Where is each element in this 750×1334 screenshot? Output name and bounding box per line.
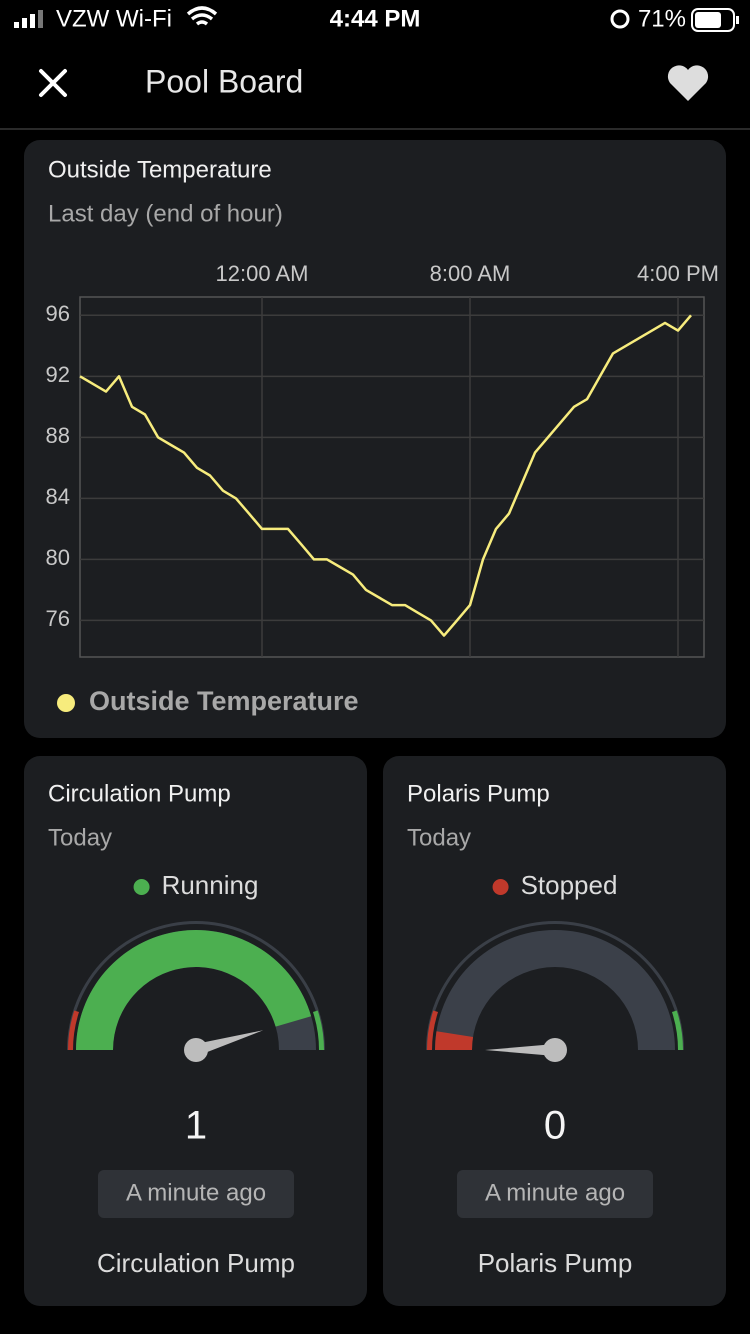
gauge-card: [24, 756, 367, 1306]
gauge-period: Today: [407, 824, 471, 851]
y-tick-label: 88: [46, 423, 70, 448]
battery-icon: [691, 8, 739, 32]
gauge-name: Polaris Pump: [478, 1248, 633, 1278]
gauge-needle: [485, 1044, 555, 1056]
card-title: Outside Temperature: [48, 156, 272, 183]
temperature-line: [79, 314, 692, 637]
gauge-title: Polaris Pump: [407, 780, 550, 807]
status-dot: [133, 879, 150, 895]
gauge-card: [383, 756, 726, 1306]
page-title: Pool Board: [145, 63, 303, 99]
x-tick-label: 8:00 AM: [430, 261, 511, 286]
gauge-title: Circulation Pump: [48, 780, 231, 807]
updated-badge: [457, 1170, 653, 1218]
gauge-severity-high: [312, 1010, 324, 1050]
clock: 4:44 PM: [330, 5, 421, 32]
y-tick-label: 92: [46, 362, 70, 387]
gauge-fill: [76, 930, 312, 1050]
gauges: Circulation Pump Today Running 1 A minute ag…: [48, 780, 684, 1278]
signal-icon: [14, 10, 43, 28]
close-button[interactable]: [39, 69, 67, 97]
gauge-value: 0: [544, 1104, 566, 1148]
alarm-icon: [610, 9, 630, 29]
gauge-fill: [435, 1031, 474, 1050]
wifi-icon: [186, 6, 218, 26]
y-tick-label: 84: [46, 484, 70, 509]
plot-frame: [79, 296, 705, 658]
card-subtitle: Last day (end of hour): [48, 200, 283, 227]
gauge-updated: A minute ago: [126, 1179, 266, 1206]
carrier: VZW Wi-Fi: [56, 5, 172, 32]
legend-label: Outside Temperature: [89, 686, 359, 716]
gauge-value: 1: [185, 1104, 207, 1148]
gauge-track: [435, 930, 675, 1050]
gauge-status: Running: [162, 870, 259, 900]
gauge-name: Circulation Pump: [97, 1248, 295, 1278]
legend-swatch: [57, 694, 75, 712]
chart: 76 80 84 88 92 96 12:00 AM 8:00 AM 4:00 PM Outsid…: [46, 261, 719, 716]
chart-card: [24, 140, 726, 738]
favorite-button[interactable]: [667, 65, 709, 101]
gauge-severity-low: [68, 1010, 80, 1050]
x-tick-label: 4:00 PM: [637, 261, 719, 286]
gauge-hub: [543, 1038, 567, 1062]
gauge-status: Stopped: [521, 870, 618, 900]
status-dot: [492, 879, 509, 895]
updated-badge: [98, 1170, 294, 1218]
gauge-severity-high: [671, 1010, 683, 1050]
gauge-needle: [194, 1030, 264, 1056]
y-tick-label: 76: [46, 606, 70, 631]
gauge-hub: [184, 1038, 208, 1062]
gauge-updated: A minute ago: [485, 1179, 625, 1206]
y-tick-label: 96: [46, 301, 70, 326]
y-tick-label: 80: [46, 545, 70, 570]
battery-percent: 71%: [638, 5, 686, 32]
gauge-period: Today: [48, 824, 112, 851]
x-tick-label: 12:00 AM: [216, 261, 309, 286]
gauge-severity-low: [427, 1010, 439, 1050]
